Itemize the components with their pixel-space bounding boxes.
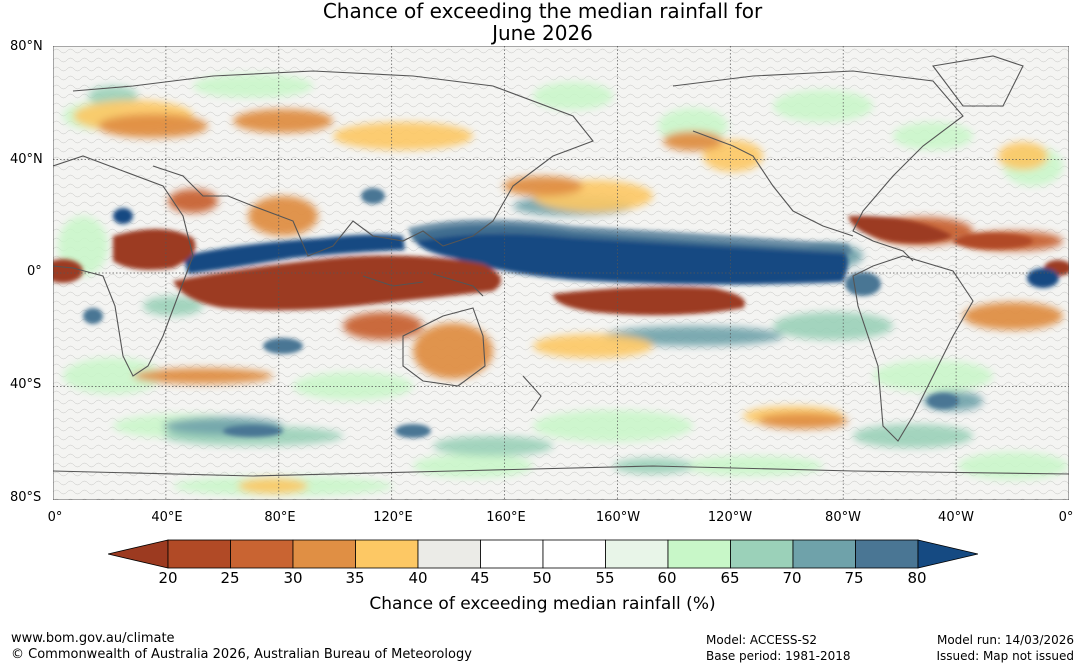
colorbar-over-triangle xyxy=(917,539,978,569)
lon-label: 160°E xyxy=(486,510,526,525)
colorbar-segment xyxy=(292,539,356,569)
colorbar-segment xyxy=(855,539,919,569)
lat-label-equator: 0° xyxy=(27,264,42,279)
colorbar-under-triangle xyxy=(108,539,169,569)
colorbar-segment xyxy=(605,539,669,569)
colorbar-tick: 30 xyxy=(283,569,303,587)
lon-label: 120°E xyxy=(373,510,413,525)
footer-model-run: Model run: 14/03/2026 xyxy=(936,633,1074,647)
colorbar xyxy=(108,539,978,569)
colorbar-tick: 65 xyxy=(720,569,740,587)
coastlines xyxy=(53,55,1069,477)
colorbar-label: Chance of exceeding median rainfall (%) xyxy=(369,594,716,614)
colorbar-tick: 75 xyxy=(844,569,864,587)
graticule xyxy=(53,46,1069,500)
colorbar-tick: 50 xyxy=(532,569,552,587)
colorbar-segment xyxy=(417,539,481,569)
pacific-dry-band xyxy=(553,286,745,316)
footer-model: Model: ACCESS-S2 xyxy=(706,633,818,647)
indian-ocean-wet-band xyxy=(183,234,405,274)
map-title-line-1: Chance of exceeding the median rainfall … xyxy=(322,0,763,23)
lon-label: 160°W xyxy=(595,510,641,525)
colorbar-segment xyxy=(542,539,606,569)
colorbar-segment xyxy=(792,539,856,569)
footer-base-period: Base period: 1981-2018 xyxy=(706,649,851,663)
colorbar-tick: 35 xyxy=(345,569,365,587)
indian-ocean-dry-band xyxy=(173,255,501,311)
colorbar-tick: 70 xyxy=(782,569,802,587)
lon-label: 0° xyxy=(1058,510,1074,525)
colorbar-segment xyxy=(667,539,731,569)
footer-url[interactable]: www.bom.gov.au/climate xyxy=(11,631,175,646)
lon-label: 120°W xyxy=(707,510,753,525)
colorbar-segment xyxy=(355,539,419,569)
lon-label: 40°W xyxy=(938,510,974,525)
colorbar-segment xyxy=(730,539,794,569)
lon-label: 80°E xyxy=(264,510,296,525)
colorbar-tick: 45 xyxy=(470,569,490,587)
lat-label-80n: 80°N xyxy=(10,39,43,54)
lat-label-80s: 80°S xyxy=(10,490,42,505)
colorbar-tick: 25 xyxy=(220,569,240,587)
pacific-wet-band xyxy=(413,225,848,285)
colorbar-tick: 80 xyxy=(907,569,927,587)
map-title-line-2: June 2026 xyxy=(492,21,593,45)
lon-label: 80°W xyxy=(825,510,861,525)
colorbar-tick: 40 xyxy=(408,569,428,587)
colorbar-tick: 60 xyxy=(657,569,677,587)
lat-label-40n: 40°N xyxy=(10,152,43,167)
footer-copyright: © Commonwealth of Australia 2026, Austra… xyxy=(11,647,472,662)
colorbar-segment xyxy=(230,539,294,569)
lon-label: 40°E xyxy=(151,510,183,525)
colorbar-tick: 20 xyxy=(158,569,178,587)
colorbar-segment xyxy=(480,539,544,569)
footer-issued: Issued: Map not issued xyxy=(936,649,1074,663)
colorbar-tick: 55 xyxy=(595,569,615,587)
colorbar-segment xyxy=(167,539,231,569)
lat-label-40s: 40°S xyxy=(10,377,42,392)
rainfall-probability-map xyxy=(53,46,1069,500)
lon-label: 0° xyxy=(47,510,63,525)
